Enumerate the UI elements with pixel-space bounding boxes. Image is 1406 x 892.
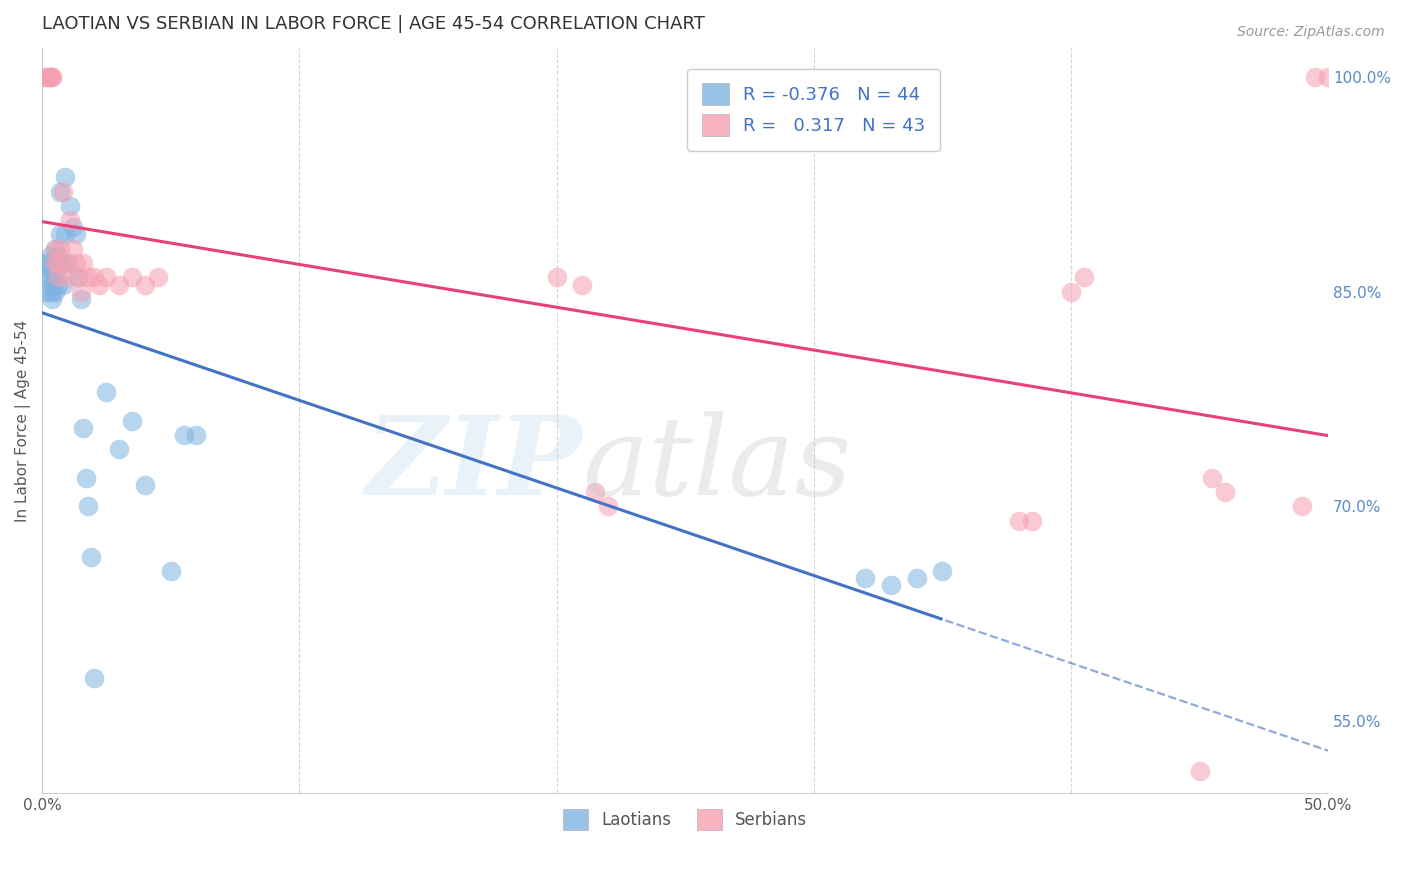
- Point: [41, 70, 63, 84]
- Point: [41, 70, 63, 84]
- Point: [108, 277, 131, 292]
- Point: [46, 256, 69, 270]
- Point: [853, 571, 876, 585]
- Point: [59, 199, 82, 213]
- Point: [1201, 471, 1223, 485]
- Point: [1060, 285, 1083, 299]
- Point: [72, 420, 94, 434]
- Point: [1021, 514, 1043, 528]
- Point: [49, 242, 72, 256]
- Point: [49, 227, 72, 242]
- Point: [186, 428, 208, 442]
- Point: [108, 442, 131, 457]
- Point: [46, 249, 69, 263]
- Point: [159, 564, 181, 578]
- Point: [931, 564, 953, 578]
- Point: [72, 256, 94, 270]
- Point: [56, 270, 79, 285]
- Text: LAOTIAN VS SERBIAN IN LABOR FORCE | AGE 45-54 CORRELATION CHART: LAOTIAN VS SERBIAN IN LABOR FORCE | AGE …: [42, 15, 704, 33]
- Text: atlas: atlas: [582, 411, 852, 519]
- Point: [905, 571, 928, 585]
- Point: [41, 270, 63, 285]
- Point: [37, 285, 59, 299]
- Point: [1291, 500, 1313, 514]
- Point: [69, 292, 91, 306]
- Point: [69, 285, 91, 299]
- Point: [77, 270, 100, 285]
- Point: [146, 270, 169, 285]
- Point: [53, 256, 76, 270]
- Point: [53, 170, 76, 185]
- Point: [880, 578, 903, 592]
- Point: [583, 485, 606, 500]
- Y-axis label: In Labor Force | Age 45-54: In Labor Force | Age 45-54: [15, 319, 31, 522]
- Point: [96, 384, 118, 399]
- Point: [38, 70, 60, 84]
- Point: [56, 256, 79, 270]
- Point: [1008, 514, 1031, 528]
- Point: [38, 263, 60, 277]
- Point: [41, 292, 63, 306]
- Point: [49, 185, 72, 199]
- Point: [38, 70, 60, 84]
- Point: [1303, 70, 1326, 84]
- Point: [62, 242, 84, 256]
- Point: [96, 270, 118, 285]
- Point: [37, 70, 59, 84]
- Point: [80, 549, 103, 564]
- Point: [77, 500, 100, 514]
- Point: [41, 285, 63, 299]
- Point: [41, 277, 63, 292]
- Point: [44, 270, 66, 285]
- Point: [121, 270, 143, 285]
- Point: [52, 256, 75, 270]
- Point: [52, 185, 75, 199]
- Point: [571, 277, 593, 292]
- Point: [1188, 764, 1211, 779]
- Point: [173, 428, 195, 442]
- Point: [546, 270, 568, 285]
- Point: [37, 270, 59, 285]
- Point: [1317, 70, 1340, 84]
- Point: [46, 256, 69, 270]
- Point: [75, 471, 97, 485]
- Point: [65, 256, 87, 270]
- Point: [46, 270, 69, 285]
- Point: [44, 256, 66, 270]
- Text: Source: ZipAtlas.com: Source: ZipAtlas.com: [1237, 25, 1385, 39]
- Point: [62, 220, 84, 235]
- Point: [134, 277, 156, 292]
- Point: [53, 227, 76, 242]
- Point: [121, 413, 143, 427]
- Point: [34, 256, 56, 270]
- Point: [596, 500, 619, 514]
- Point: [38, 256, 60, 270]
- Point: [34, 70, 56, 84]
- Point: [83, 671, 105, 685]
- Point: [52, 277, 75, 292]
- Point: [83, 270, 105, 285]
- Text: ZIP: ZIP: [366, 411, 582, 519]
- Point: [87, 277, 110, 292]
- Point: [44, 242, 66, 256]
- Point: [65, 227, 87, 242]
- Point: [46, 277, 69, 292]
- Point: [44, 242, 66, 256]
- Point: [67, 270, 90, 285]
- Point: [134, 478, 156, 492]
- Legend: Laotians, Serbians: Laotians, Serbians: [557, 803, 814, 837]
- Point: [1073, 270, 1095, 285]
- Point: [44, 285, 66, 299]
- Point: [1213, 485, 1236, 500]
- Point: [38, 249, 60, 263]
- Point: [67, 270, 90, 285]
- Point: [59, 213, 82, 227]
- Point: [37, 70, 59, 84]
